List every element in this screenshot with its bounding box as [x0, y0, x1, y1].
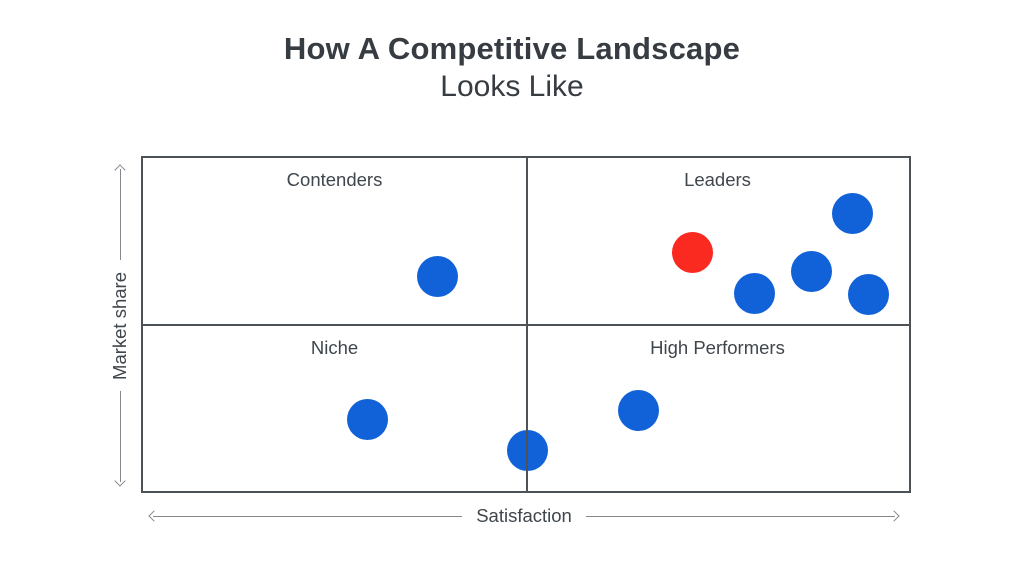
y-axis-line-top [119, 169, 121, 260]
data-point [416, 255, 458, 297]
quadrant-frame: Contenders Leaders Niche High Performers [141, 156, 911, 493]
quadrant-label-leaders: Leaders [684, 169, 751, 190]
data-point [346, 398, 388, 440]
arrow-left-icon [148, 510, 160, 522]
page-title: How A Competitive Landscape Looks Like [0, 30, 1024, 106]
arrow-right-icon [888, 510, 900, 522]
arrow-down-icon [114, 475, 126, 487]
y-axis: Market share [106, 164, 134, 487]
y-axis-label: Market share [109, 271, 130, 380]
data-point [790, 250, 832, 292]
title-line-1: How A Competitive Landscape [283, 31, 741, 66]
title-line-2: Looks Like [440, 70, 584, 103]
x-axis: Satisfaction [148, 504, 900, 528]
quadrant-label-niche: Niche [310, 337, 359, 358]
data-point [671, 231, 713, 273]
data-point [847, 273, 889, 315]
y-axis-line-bottom [119, 391, 121, 482]
quadrant-label-contenders: Contenders [286, 169, 383, 190]
data-point [831, 192, 873, 234]
quadrant-horizontal-divider [143, 324, 909, 326]
x-axis-label: Satisfaction [476, 505, 572, 526]
arrow-up-icon [114, 164, 126, 176]
data-point [733, 272, 775, 314]
x-axis-line-right [585, 515, 896, 517]
quadrant-label-high-performers: High Performers [650, 337, 785, 358]
data-point [617, 389, 659, 431]
x-axis-line-left [153, 515, 463, 517]
